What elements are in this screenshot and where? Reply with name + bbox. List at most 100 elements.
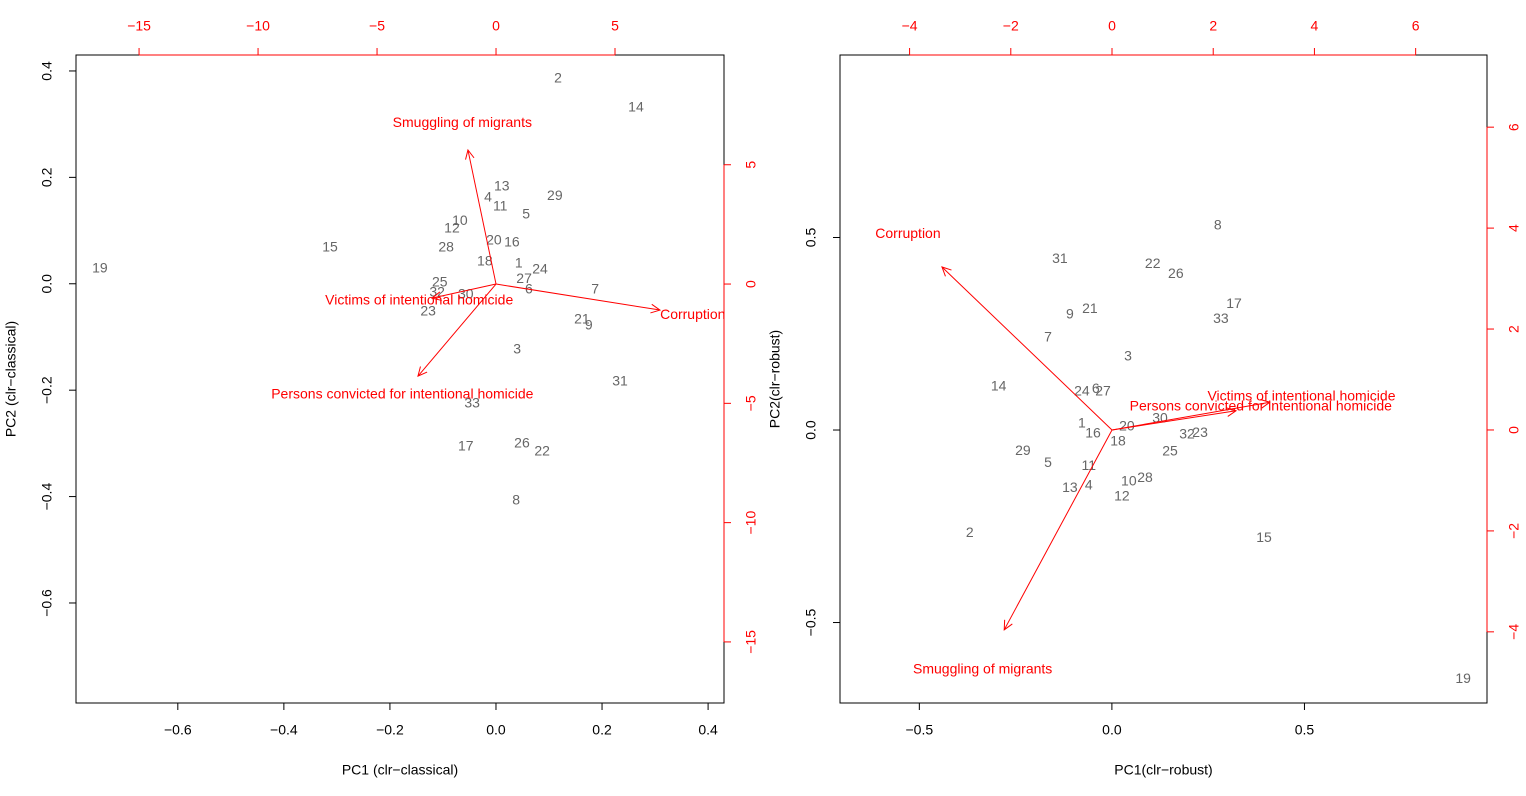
y-axis-title: PC2(clr−robust) bbox=[767, 330, 783, 428]
point-label: 28 bbox=[438, 238, 454, 254]
point-label: 18 bbox=[1110, 433, 1126, 449]
y2-tick-label: 6 bbox=[1506, 123, 1522, 131]
point-label: 20 bbox=[1119, 418, 1135, 434]
point-label: 12 bbox=[1114, 488, 1130, 504]
point-label: 7 bbox=[591, 280, 599, 296]
loading-label: Persons convicted for intentional homici… bbox=[1130, 398, 1392, 414]
y-tick-label: 0.0 bbox=[803, 420, 819, 440]
x2-tick-label: 4 bbox=[1311, 18, 1319, 34]
x2-tick-label: −15 bbox=[127, 18, 151, 34]
x2-tick-label: 0 bbox=[1108, 18, 1116, 34]
x-tick-label: −0.4 bbox=[270, 722, 298, 738]
point-label: 24 bbox=[532, 261, 548, 277]
y-tick-label: 0.4 bbox=[39, 61, 55, 81]
point-label: 19 bbox=[92, 260, 108, 276]
y-axis-title: PC2 (clr−classical) bbox=[3, 321, 19, 437]
x2-tick-label: −10 bbox=[246, 18, 270, 34]
point-label: 9 bbox=[1066, 306, 1074, 322]
arrow-head bbox=[430, 291, 442, 301]
point-label: 21 bbox=[574, 311, 590, 327]
point-label: 11 bbox=[1082, 457, 1097, 473]
loading-arrow bbox=[1003, 429, 1113, 631]
point-label: 31 bbox=[612, 372, 628, 388]
arrow-head bbox=[1260, 399, 1272, 409]
x2-tick-label: 0 bbox=[492, 18, 500, 34]
point-label: 32 bbox=[1179, 426, 1195, 442]
point-label: 24 bbox=[1074, 383, 1090, 399]
point-label: 18 bbox=[477, 253, 493, 269]
loading-label: Corruption bbox=[660, 306, 725, 322]
point-label: 3 bbox=[513, 340, 521, 356]
y-tick-label: −0.2 bbox=[39, 376, 55, 404]
point-label: 22 bbox=[1145, 255, 1161, 271]
x-tick-label: 0.0 bbox=[486, 722, 506, 738]
point-label: 25 bbox=[1162, 443, 1178, 459]
loading-label: Smuggling of migrants bbox=[913, 660, 1052, 676]
point-label: 6 bbox=[1092, 380, 1100, 396]
x-tick-label: 0.0 bbox=[1102, 722, 1122, 738]
point-label: 23 bbox=[1192, 424, 1208, 440]
x-tick-label: 0.2 bbox=[592, 722, 612, 738]
y2-tick-label: −5 bbox=[743, 395, 759, 411]
y-tick-label: −0.4 bbox=[39, 483, 55, 511]
x-axis-title: PC1 (clr−classical) bbox=[342, 762, 458, 778]
point-label: 21 bbox=[1082, 300, 1098, 316]
point-label: 5 bbox=[522, 205, 530, 221]
point-label: 28 bbox=[1137, 469, 1153, 485]
arrow-head bbox=[417, 366, 428, 378]
x2-tick-label: 5 bbox=[611, 18, 619, 34]
point-label: 31 bbox=[1052, 250, 1068, 266]
point-label: 13 bbox=[494, 178, 510, 194]
point-label: 17 bbox=[1226, 295, 1242, 311]
point-label: 1 bbox=[515, 254, 523, 270]
point-label: 5 bbox=[1044, 454, 1052, 470]
point-label: 10 bbox=[1121, 473, 1137, 489]
point-label: 3 bbox=[1124, 348, 1132, 364]
point-label: 33 bbox=[1213, 310, 1229, 326]
y2-tick-label: 0 bbox=[743, 280, 759, 288]
point-label: 22 bbox=[534, 443, 550, 459]
point-label: 26 bbox=[1168, 265, 1184, 281]
y2-tick-label: −10 bbox=[743, 511, 759, 535]
point-label: 2 bbox=[554, 70, 562, 86]
y2-tick-label: 5 bbox=[743, 161, 759, 169]
loading-label: Victims of intentional homicide bbox=[325, 292, 513, 308]
loading-label: Corruption bbox=[875, 225, 940, 241]
point-label: 15 bbox=[322, 238, 338, 254]
point-label: 6 bbox=[525, 280, 533, 296]
y2-tick-label: 0 bbox=[1506, 426, 1522, 434]
y2-tick-label: 2 bbox=[1506, 325, 1522, 333]
point-label: 29 bbox=[1015, 442, 1031, 458]
point-label: 8 bbox=[512, 492, 520, 508]
point-label: 14 bbox=[991, 378, 1007, 394]
x-tick-label: −0.5 bbox=[906, 722, 934, 738]
y-tick-label: −0.6 bbox=[39, 589, 55, 617]
point-label: 10 bbox=[452, 212, 468, 228]
x-tick-label: 0.4 bbox=[698, 722, 718, 738]
arrow-head bbox=[465, 148, 475, 160]
point-label: 8 bbox=[1214, 217, 1222, 233]
point-label: 33 bbox=[464, 395, 480, 411]
point-label: 32 bbox=[429, 284, 445, 300]
point-label: 20 bbox=[486, 231, 502, 247]
point-label: 16 bbox=[504, 234, 520, 250]
plot-frame bbox=[839, 54, 1488, 704]
y2-tick-label: −15 bbox=[743, 630, 759, 654]
y-tick-label: −0.5 bbox=[803, 608, 819, 636]
loading-arrow bbox=[1111, 410, 1237, 431]
y-tick-label: 0.0 bbox=[39, 274, 55, 294]
x-axis-title: PC1(clr−robust) bbox=[1114, 762, 1212, 778]
y-tick-label: 0.2 bbox=[39, 167, 55, 187]
point-label: 16 bbox=[1085, 425, 1101, 441]
x-tick-label: −0.2 bbox=[376, 722, 404, 738]
y2-tick-label: −4 bbox=[1506, 624, 1522, 640]
point-label: 11 bbox=[493, 197, 508, 213]
x-tick-label: −0.6 bbox=[164, 722, 192, 738]
point-label: 2 bbox=[966, 524, 974, 540]
point-label: 13 bbox=[1062, 479, 1078, 495]
point-label: 1 bbox=[1078, 415, 1086, 431]
point-label: 23 bbox=[420, 303, 436, 319]
